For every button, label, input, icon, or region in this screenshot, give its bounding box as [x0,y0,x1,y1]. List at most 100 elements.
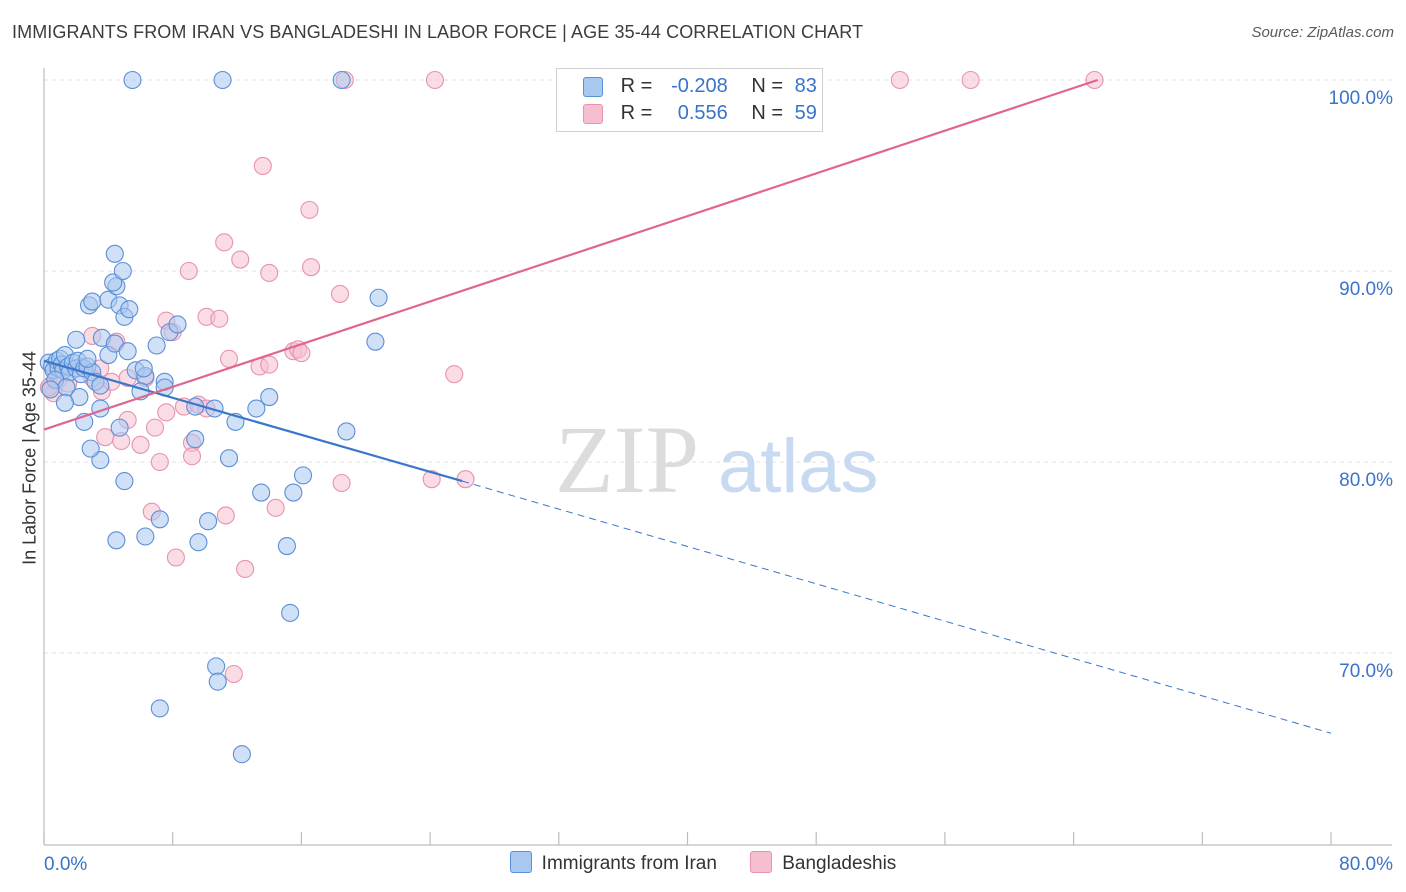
point-iran [260,388,279,407]
point-iran [281,603,300,622]
point-bangladeshi [179,261,198,281]
point-iran [150,699,169,718]
point-bangladeshi [224,664,243,684]
point-bangladeshi [166,548,185,567]
watermark: ZIP atlas [555,406,879,513]
point-iran [247,399,266,418]
legend-r-value: -0.208 [671,75,728,97]
source-credit: Source: ZipAtlas.com [1251,24,1394,41]
point-bangladeshi [236,559,255,579]
point-iran [120,300,139,319]
point-iran [81,439,100,458]
point-iran [115,472,134,491]
point-bangladeshi [300,200,319,219]
point-iran [55,393,74,412]
point-iran [219,449,239,468]
point-bangladeshi [266,498,285,517]
series-iran-points [39,70,388,764]
axes [43,68,1392,846]
point-iran [208,672,227,691]
point-iran [110,418,129,437]
point-bangladeshi [231,250,250,269]
legend-item-bangladeshi: Bangladeshis [750,851,896,875]
legend-label-bangladeshi: Bangladeshis [782,853,897,874]
legend-item-iran: Immigrants from Iran [509,851,717,875]
point-bangladeshi [150,452,169,472]
point-iran [284,483,303,502]
point-iran [136,527,155,546]
point-iran [252,483,271,502]
point-iran [150,510,169,529]
point-iran [113,261,132,281]
trend-lines [43,78,1332,734]
point-bangladeshi [253,156,272,175]
point-bangladeshi [330,284,350,303]
point-bangladeshi [210,309,229,328]
correlation-legend: R = -0.208 N = 83 R = 0.556 N = 59 [556,68,823,132]
point-iran [67,330,86,349]
legend-swatch-blue [509,851,532,873]
y-tick-label: 70.0% [1339,661,1393,682]
point-iran [199,512,218,531]
trend-extension-iran [462,480,1332,734]
legend-n-value: 83 [794,75,817,97]
series-legend: Immigrants from Iran Bangladeshis [0,851,1406,875]
legend-r-value: 0.556 [677,102,728,124]
point-bangladeshi [216,506,235,525]
x-tick-label: 80.0% [1339,854,1393,875]
x-tick-label: 0.0% [44,854,87,875]
legend-label-iran: Immigrants from Iran [541,853,717,874]
point-iran [277,536,296,556]
point-iran [134,359,153,378]
point-iran [78,349,97,368]
y-tick-label: 80.0% [1339,470,1393,491]
y-tick-label: 90.0% [1339,279,1393,300]
watermark-atlas: atlas [718,424,879,509]
point-bangladeshi [145,418,165,437]
legend-r-label: R = [620,102,653,124]
point-iran [189,533,208,552]
point-iran [293,466,313,485]
chart-title: IMMIGRANTS FROM IRAN VS BANGLADESHI IN L… [12,22,864,42]
point-iran [41,380,60,399]
point-bangladeshi [96,428,115,447]
point-bangladeshi [890,70,909,90]
point-iran [107,531,126,550]
point-iran [105,244,124,263]
point-bangladeshi [422,470,441,489]
legend-n-label: N = [751,75,784,97]
legend-row-bangladeshi: R = 0.556 N = 59 [583,102,817,126]
trend-line-iran [43,359,463,483]
point-iran [83,292,102,311]
legend-row-iran: R = -0.208 N = 83 [583,75,817,99]
point-iran [118,342,137,361]
point-iran [232,745,251,764]
point-iran [332,70,351,90]
y-tick-label: 100.0% [1329,88,1394,109]
point-iran [213,70,232,90]
point-iran [337,422,356,441]
point-bangladeshi [215,233,234,252]
point-iran [168,315,187,334]
point-bangladeshi [961,70,980,90]
point-bangladeshi [260,263,279,282]
point-iran [186,430,205,449]
point-iran [369,288,388,307]
point-iran [366,332,385,351]
legend-n-value: 59 [794,102,817,124]
watermark-zip: ZIP [555,406,699,513]
point-bangladeshi [332,473,351,493]
point-bangladeshi [425,70,444,90]
legend-swatch-pink [583,103,603,124]
point-iran [207,657,226,676]
point-bangladeshi [157,403,176,422]
point-iran [123,70,142,90]
point-bangladeshi [445,365,464,384]
legend-swatch-blue [583,76,603,97]
legend-n-label: N = [751,102,784,124]
point-bangladeshi [219,349,239,368]
point-bangladeshi [302,258,321,277]
point-bangladeshi [182,447,202,466]
legend-swatch-pink [750,851,773,873]
